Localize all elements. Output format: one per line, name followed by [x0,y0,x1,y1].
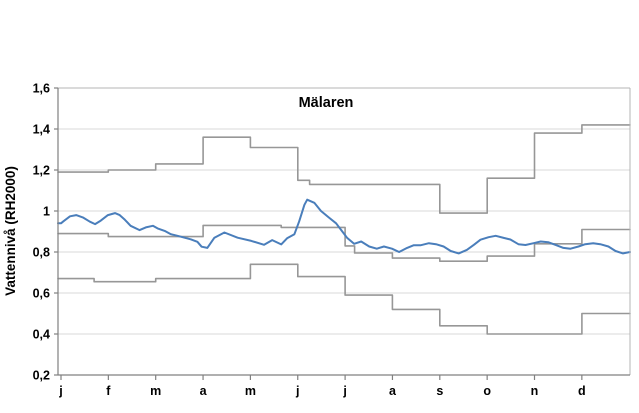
series-lines [57,124,631,335]
x-tick-label: j [58,384,62,398]
x-tick-label: d [578,384,586,398]
x-tick-label: j [295,384,299,398]
axes [54,87,631,380]
x-tick-label: m [245,384,256,398]
series-upper-limit [57,124,631,214]
x-tick-label: a [389,384,397,398]
x-tick-label: n [531,384,539,398]
x-tick-label: o [483,384,491,398]
x-tick-label: f [106,384,111,398]
y-tick-label: 1,6 [33,82,50,96]
series-lower-limit [57,263,631,335]
y-tick-label: 1,4 [33,123,50,137]
y-tick-label: 0,2 [33,369,50,383]
series-mean-level [57,224,631,262]
y-tick-label: 0,4 [33,328,50,342]
x-tick-label: j [342,384,346,398]
series-observed-water-level [57,198,631,255]
x-tick-label: s [436,384,443,398]
x-tick-label: m [150,384,161,398]
axis-tick-labels: 0,2 0,4 0,6 0,8 1 1,2 1,4 1,6 j f m a m j j a s o n d [33,82,586,399]
y-axis-title: Vattennivå (RH2000) [3,166,18,296]
y-tick-label: 0,6 [33,287,50,301]
y-tick-label: 1 [43,205,50,219]
y-tick-label: 1,2 [33,164,50,178]
gridlines [58,128,630,335]
x-tick-label: a [200,384,208,398]
chart-title: Mälaren [299,95,354,111]
y-tick-label: 0,8 [33,246,50,260]
